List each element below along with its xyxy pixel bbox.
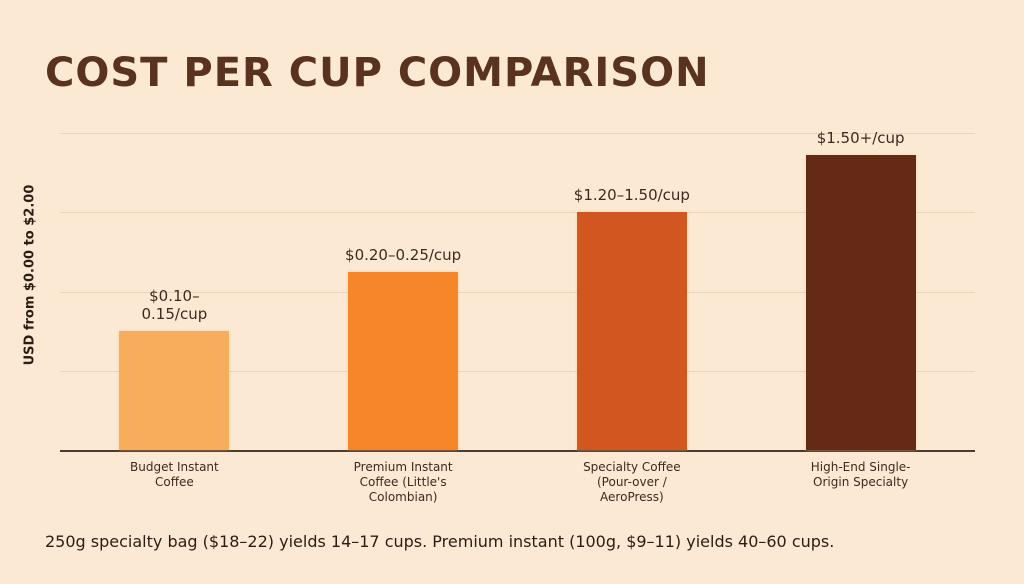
bar-annotation: $1.50+/cup: [816, 129, 905, 148]
x-axis: [60, 450, 975, 452]
grid-line: [60, 370, 975, 372]
bar-annotation: $0.10–0.15/cup: [141, 287, 208, 324]
bar: [576, 212, 687, 450]
bar: [348, 272, 459, 450]
bar: [805, 155, 916, 450]
grid-line: [60, 291, 975, 293]
x-tick-label: Budget Instant Coffee: [130, 460, 219, 489]
grid-line: [60, 212, 975, 214]
footnote: 250g specialty bag ($18–22) yields 14–17…: [45, 532, 835, 551]
chart-title: COST PER CUP COMPARISON: [45, 50, 710, 96]
grid-line: [60, 133, 975, 134]
bar-annotation: $0.20–0.25/cup: [345, 246, 462, 265]
bar: [119, 331, 230, 450]
y-axis-label: USD from $0.00 to $2.00: [22, 184, 38, 366]
x-tick-label: High-End Single-Origin Specialty: [810, 460, 911, 489]
x-tick-label: Premium Instant Coffee (Little's Colombi…: [353, 460, 453, 504]
x-tick-label: Specialty Coffee (Pour-over / AeroPress): [583, 460, 681, 504]
bar-annotation: $1.20–1.50/cup: [573, 186, 690, 205]
